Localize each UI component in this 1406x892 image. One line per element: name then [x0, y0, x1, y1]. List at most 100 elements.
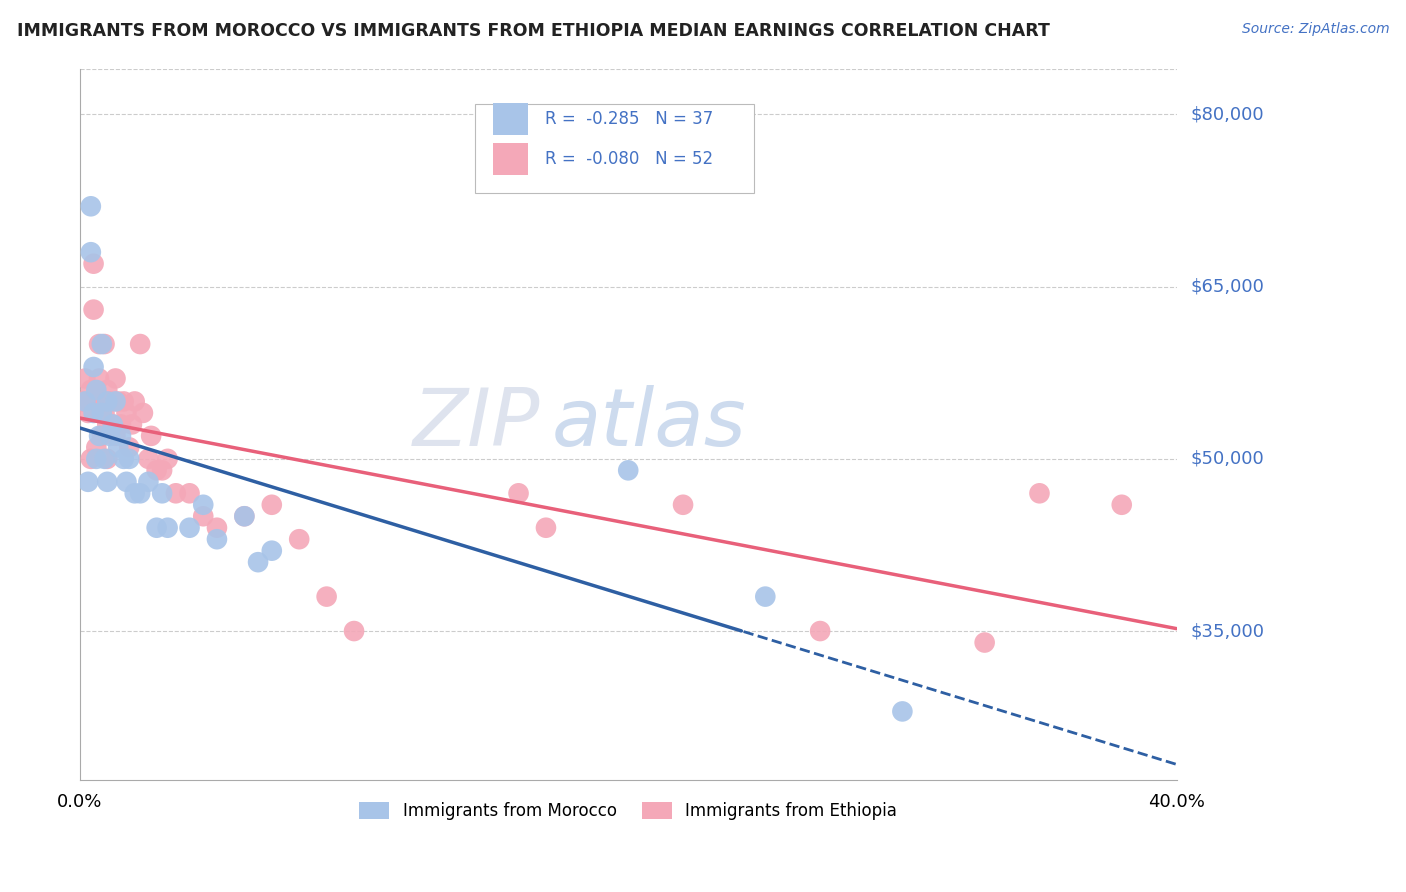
- Point: [93, 337, 115, 351]
- Point: [260, 543, 283, 558]
- Point: [156, 521, 179, 535]
- Point: [90, 337, 112, 351]
- Point: [98, 429, 121, 443]
- Point: [115, 475, 138, 489]
- Point: [96, 475, 118, 489]
- Point: [104, 371, 127, 385]
- Point: [179, 521, 201, 535]
- FancyBboxPatch shape: [494, 103, 529, 135]
- Point: [1028, 486, 1050, 500]
- Point: [98, 394, 121, 409]
- FancyBboxPatch shape: [494, 144, 529, 176]
- Point: [75, 394, 97, 409]
- Point: [110, 417, 132, 432]
- Point: [145, 463, 167, 477]
- Text: R =  -0.285   N = 37: R = -0.285 N = 37: [546, 110, 713, 128]
- Point: [86, 451, 108, 466]
- Point: [315, 590, 337, 604]
- Point: [110, 429, 132, 443]
- Point: [112, 394, 135, 409]
- Point: [129, 337, 152, 351]
- Text: $65,000: $65,000: [1191, 277, 1264, 295]
- Point: [754, 590, 776, 604]
- Point: [150, 463, 173, 477]
- Point: [156, 451, 179, 466]
- Point: [104, 394, 127, 409]
- Point: [145, 521, 167, 535]
- Text: Source: ZipAtlas.com: Source: ZipAtlas.com: [1241, 22, 1389, 37]
- Point: [129, 486, 152, 500]
- Text: $80,000: $80,000: [1191, 105, 1264, 123]
- Point: [205, 521, 228, 535]
- Text: $35,000: $35,000: [1191, 622, 1264, 640]
- Point: [193, 509, 215, 524]
- Point: [96, 394, 118, 409]
- Point: [90, 394, 112, 409]
- Point: [124, 486, 146, 500]
- Point: [86, 441, 108, 455]
- Point: [80, 245, 103, 260]
- Point: [86, 394, 108, 409]
- FancyBboxPatch shape: [475, 104, 755, 193]
- Point: [101, 417, 124, 432]
- Point: [121, 417, 143, 432]
- Point: [973, 635, 995, 649]
- Point: [83, 359, 105, 374]
- Point: [118, 441, 141, 455]
- Point: [87, 429, 110, 443]
- Point: [96, 451, 118, 466]
- Point: [93, 451, 115, 466]
- Point: [77, 475, 100, 489]
- Point: [101, 417, 124, 432]
- Point: [508, 486, 530, 500]
- Legend: Immigrants from Morocco, Immigrants from Ethiopia: Immigrants from Morocco, Immigrants from…: [354, 797, 903, 825]
- Point: [141, 429, 163, 443]
- Point: [891, 705, 914, 719]
- Point: [115, 406, 138, 420]
- Point: [138, 475, 160, 489]
- Point: [165, 486, 187, 500]
- Point: [112, 451, 135, 466]
- Point: [90, 429, 112, 443]
- Point: [75, 371, 97, 385]
- Point: [233, 509, 256, 524]
- Point: [80, 199, 103, 213]
- Point: [107, 441, 129, 455]
- Point: [83, 257, 105, 271]
- Point: [343, 624, 366, 638]
- Point: [93, 406, 115, 420]
- Text: IMMIGRANTS FROM MOROCCO VS IMMIGRANTS FROM ETHIOPIA MEDIAN EARNINGS CORRELATION : IMMIGRANTS FROM MOROCCO VS IMMIGRANTS FR…: [17, 22, 1050, 40]
- Point: [260, 498, 283, 512]
- Text: atlas: atlas: [551, 385, 747, 464]
- Point: [132, 406, 155, 420]
- Point: [87, 337, 110, 351]
- Point: [96, 383, 118, 397]
- Point: [534, 521, 557, 535]
- Point: [96, 417, 118, 432]
- Point: [83, 302, 105, 317]
- Point: [86, 383, 108, 397]
- Text: R =  -0.080   N = 52: R = -0.080 N = 52: [546, 151, 713, 169]
- Point: [83, 406, 105, 420]
- Point: [77, 406, 100, 420]
- Point: [205, 532, 228, 546]
- Point: [617, 463, 640, 477]
- Point: [118, 451, 141, 466]
- Text: $50,000: $50,000: [1191, 450, 1264, 467]
- Point: [179, 486, 201, 500]
- Point: [87, 371, 110, 385]
- Point: [107, 394, 129, 409]
- Text: ZIP: ZIP: [413, 385, 540, 464]
- Point: [104, 429, 127, 443]
- Point: [193, 498, 215, 512]
- Point: [288, 532, 311, 546]
- Point: [80, 451, 103, 466]
- Point: [1111, 498, 1133, 512]
- Point: [150, 486, 173, 500]
- Point: [124, 394, 146, 409]
- Point: [72, 394, 94, 409]
- Point: [672, 498, 695, 512]
- Point: [80, 383, 103, 397]
- Point: [138, 451, 160, 466]
- Point: [233, 509, 256, 524]
